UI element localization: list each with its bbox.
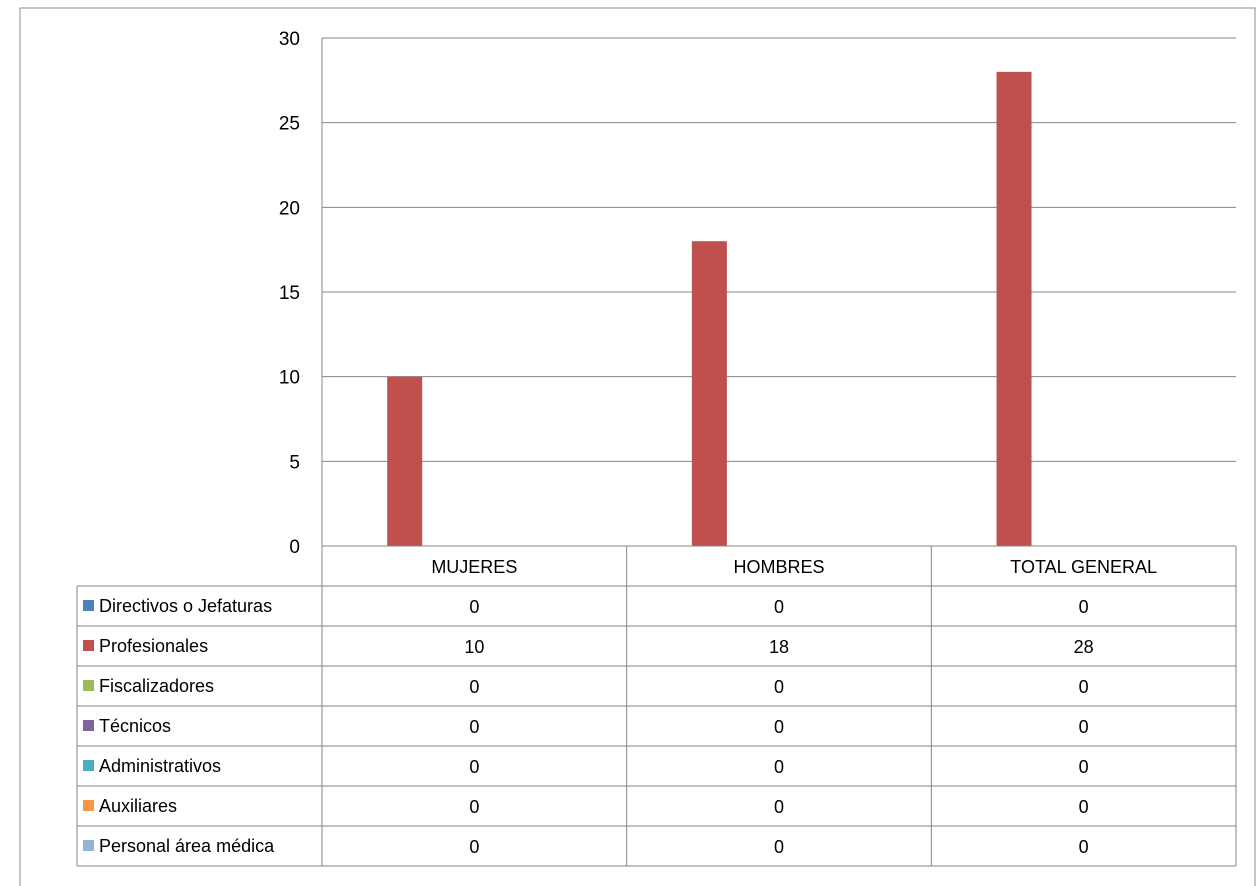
data-value: 0 — [1079, 757, 1089, 777]
data-value: 0 — [1079, 717, 1089, 737]
series-name: Administrativos — [99, 756, 221, 776]
legend-key — [83, 640, 94, 651]
category-label: TOTAL GENERAL — [1010, 557, 1157, 577]
data-value: 0 — [774, 597, 784, 617]
series-name: Auxiliares — [99, 796, 177, 816]
bar — [691, 241, 727, 546]
legend-key — [83, 600, 94, 611]
data-value: 0 — [469, 717, 479, 737]
legend-key — [83, 840, 94, 851]
data-value: 0 — [774, 677, 784, 697]
series-name: Fiscalizadores — [99, 676, 214, 696]
y-tick-label: 10 — [279, 368, 300, 389]
chart-frame — [19, 7, 1256, 886]
data-value: 0 — [469, 757, 479, 777]
series-name: Directivos o Jefaturas — [99, 596, 272, 616]
legend-key — [83, 760, 94, 771]
data-value: 0 — [774, 837, 784, 857]
category-label: MUJERES — [431, 557, 517, 577]
data-value: 28 — [1074, 637, 1094, 657]
data-value: 0 — [469, 797, 479, 817]
data-value: 0 — [774, 797, 784, 817]
y-tick-label: 25 — [279, 114, 300, 135]
legend-key — [83, 680, 94, 691]
series-name: Técnicos — [99, 716, 171, 736]
series-name: Personal área médica — [99, 836, 275, 856]
bar — [387, 376, 423, 546]
series-name: Profesionales — [99, 636, 208, 656]
data-value: 0 — [469, 597, 479, 617]
y-tick-label: 5 — [289, 452, 300, 473]
data-value: 0 — [469, 677, 479, 697]
data-value: 10 — [464, 637, 484, 657]
category-label: HOMBRES — [733, 557, 824, 577]
data-value: 0 — [469, 837, 479, 857]
legend-key — [83, 800, 94, 811]
data-value: 0 — [1079, 837, 1089, 857]
data-value: 0 — [774, 757, 784, 777]
data-value: 0 — [774, 717, 784, 737]
data-value: 0 — [1079, 797, 1089, 817]
data-value: 18 — [769, 637, 789, 657]
y-tick-label: 20 — [279, 198, 300, 219]
y-tick-label: 30 — [279, 29, 300, 50]
y-tick-label: 15 — [279, 283, 300, 304]
bar — [996, 71, 1032, 546]
data-value: 0 — [1079, 677, 1089, 697]
data-value: 0 — [1079, 597, 1089, 617]
y-tick-label: 0 — [289, 537, 300, 558]
legend-key — [83, 720, 94, 731]
